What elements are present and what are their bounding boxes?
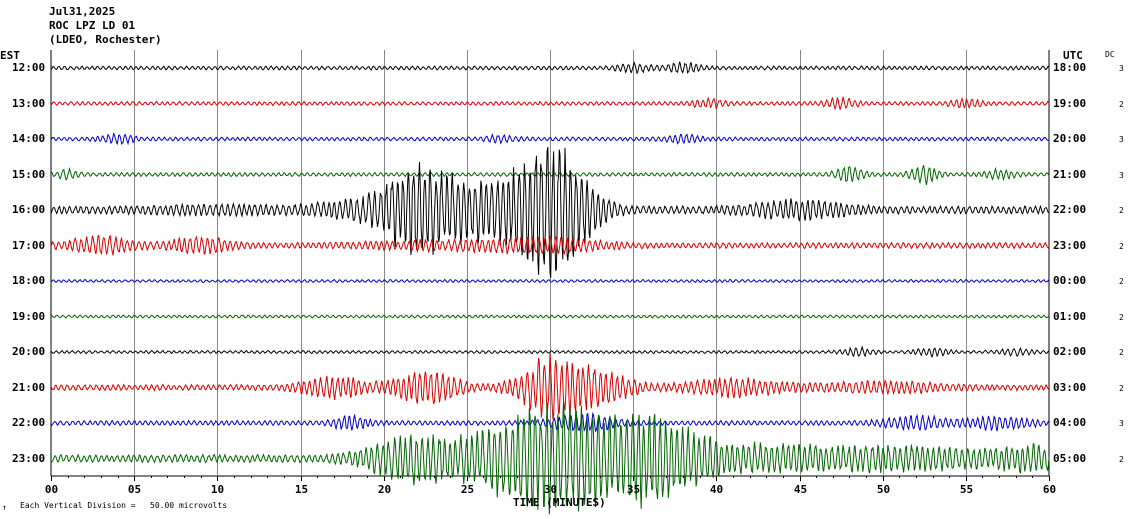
x-tick-label: 10 (211, 483, 224, 496)
dc-offset-label: 2 (1119, 454, 1124, 464)
seismic-trace (50, 146, 1050, 278)
station-code: ROC LPZ LD 01 (49, 19, 136, 32)
scale-marker: ↑ (2, 503, 7, 512)
est-time-label: 17:00 (12, 238, 46, 252)
dc-offset-label: 2 (1119, 99, 1124, 109)
seismic-trace (50, 60, 1050, 75)
x-tick-label: 05 (128, 483, 141, 496)
utc-time-label: 19:00 (1053, 96, 1087, 110)
dc-header-label: DC (1105, 50, 1115, 59)
est-time-label: 20:00 (12, 345, 46, 358)
utc-time-label: 05:00 (1053, 451, 1087, 465)
est-time-label: 22:00 (12, 416, 46, 429)
est-time-label: 23:00 (12, 451, 46, 465)
dc-offset-label: 2 (1119, 383, 1124, 393)
seismic-trace (50, 165, 1050, 185)
x-tick-label: 35 (627, 483, 640, 496)
est-time-label: 15:00 (12, 167, 46, 181)
utc-time-label: 04:00 (1053, 416, 1087, 429)
x-tick-label: 50 (877, 483, 890, 496)
network-name: (LDEO, Rochester) (49, 33, 162, 46)
x-tick-label: 40 (710, 483, 723, 496)
seismic-trace (50, 353, 1050, 420)
scale-note: Each Vertical Division = 50.00 microvolt… (20, 501, 228, 510)
utc-time-label: 22:00 (1053, 203, 1087, 216)
seismic-trace (50, 345, 1050, 358)
plot-date: Jul31,2025 (49, 5, 116, 18)
est-time-label: 19:00 (12, 309, 46, 323)
x-tick-label: 25 (461, 483, 474, 496)
utc-axis-label: UTC (1063, 49, 1083, 62)
dc-offset-label: 3 (1119, 135, 1124, 144)
dc-offset-label: 2 (1119, 277, 1124, 286)
time-axis: 00 05 10 15 20 25 30 35 40 45 50 55 60 (45, 476, 1056, 496)
x-tick-label: 00 (45, 483, 58, 496)
dc-offset-label: 2 (1119, 348, 1124, 357)
utc-time-label: 02:00 (1053, 345, 1087, 358)
est-time-label: 13:00 (12, 96, 46, 110)
utc-time-label: 20:00 (1053, 132, 1087, 145)
seismic-trace (50, 401, 1050, 515)
seismic-trace (50, 96, 1050, 111)
seismic-trace (50, 234, 1050, 256)
est-axis-label: EST (0, 49, 20, 62)
dc-offset-label: 3 (1119, 170, 1124, 180)
utc-time-label: 03:00 (1053, 380, 1087, 394)
x-tick-label: 30 (544, 483, 557, 496)
dc-offset-label: 3 (1119, 419, 1124, 428)
x-axis-title: TIME (MINUTES) (513, 496, 606, 509)
est-time-label: 12:00 (12, 61, 46, 74)
x-tick-label: 20 (378, 483, 391, 496)
utc-time-label: 01:00 (1053, 309, 1087, 323)
seismic-traces (50, 60, 1050, 515)
dc-offset-label: 2 (1119, 241, 1124, 251)
seismic-trace (50, 411, 1050, 433)
est-time-label: 16:00 (12, 203, 46, 216)
x-tick-label: 55 (960, 483, 973, 496)
seismic-trace (50, 314, 1050, 319)
x-tick-label: 15 (295, 483, 308, 496)
dc-offset-label: 3 (1119, 64, 1124, 73)
utc-time-label: 18:00 (1053, 61, 1087, 74)
utc-time-label: 00:00 (1053, 274, 1087, 287)
seismic-trace (50, 278, 1050, 284)
utc-time-label: 23:00 (1053, 238, 1087, 252)
x-tick-label: 60 (1043, 483, 1056, 496)
est-time-label: 14:00 (12, 132, 46, 145)
dc-offset-label: 2 (1119, 312, 1124, 322)
est-time-label: 18:00 (12, 274, 46, 287)
x-tick-label: 45 (794, 483, 807, 496)
dc-offset-label: 2 (1119, 206, 1124, 215)
seismic-trace (50, 132, 1050, 146)
utc-time-label: 21:00 (1053, 167, 1087, 181)
est-time-label: 21:00 (12, 380, 46, 394)
